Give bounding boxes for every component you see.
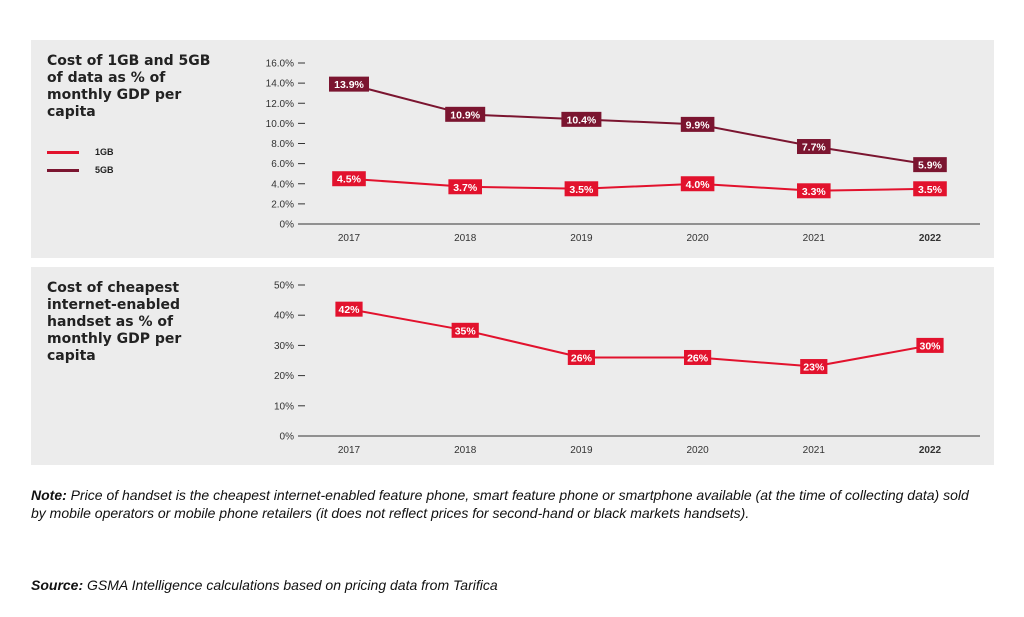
data-cost-legend: 1GB 5GB (47, 143, 114, 179)
handset-cost-x-tick-label: 2020 (686, 445, 709, 456)
data-cost-data-point-marker (797, 183, 831, 199)
data-cost-data-point-marker (448, 179, 482, 195)
handset-cost-data-label: 26% (687, 352, 709, 364)
handset-cost-x-tick-label: 2017 (338, 445, 361, 456)
handset-cost-data-point-marker (567, 349, 595, 365)
handset-cost-x-tick-label: 2021 (803, 445, 826, 456)
handset-cost-data-label: 42% (338, 304, 360, 316)
data-cost-data-label: 3.5% (569, 184, 594, 196)
footnote: Note: Price of handset is the cheapest i… (31, 486, 981, 522)
source-text: GSMA Intelligence calculations based on … (83, 577, 498, 593)
data-cost-data-label: 3.5% (918, 184, 943, 196)
data-cost-data-point-marker (913, 157, 947, 173)
data-cost-series-line-5GB (348, 83, 931, 166)
handset-cost-y-tick-label: 40% (274, 311, 294, 322)
data-cost-data-label: 3.7% (453, 182, 478, 194)
data-cost-x-tick-label: 2022 (919, 233, 942, 244)
data-cost-chart-title: Cost of 1GB and 5GB of data as % of mont… (47, 53, 211, 120)
data-cost-data-label: 9.9% (686, 119, 711, 131)
note-text: Price of handset is the cheapest interne… (31, 487, 969, 521)
handset-cost-y-tick-label: 20% (274, 371, 294, 382)
handset-cost-data-label: 23% (803, 362, 825, 374)
data-cost-y-tick-label: 10.0% (266, 119, 294, 130)
handset-cost-data-label: 30% (919, 340, 941, 352)
data-cost-data-point-marker (913, 181, 947, 197)
data-cost-x-tick-label: 2020 (686, 233, 709, 244)
handset-cost-data-label: 35% (455, 325, 477, 337)
data-cost-data-point-marker (561, 111, 602, 127)
data-cost-data-label: 10.4% (567, 114, 597, 126)
data-cost-data-point-marker (445, 106, 486, 122)
legend-label-1gb: 1GB (95, 147, 114, 157)
data-cost-data-label: 4.0% (686, 179, 711, 191)
handset-cost-y-tick-label: 10% (274, 401, 294, 412)
data-cost-y-tick-label: 0% (280, 220, 295, 231)
handset-cost-y-tick-label: 0% (280, 432, 295, 443)
data-cost-x-tick-label: 2019 (570, 233, 593, 244)
data-cost-x-tick-label: 2018 (454, 233, 477, 244)
handset-cost-data-point-marker (684, 349, 712, 365)
data-cost-line-chart: 16.0% 14.0% 12.0% 10.0% 8.0% 6.0% 4.0% 2.0% 0% 20… (266, 59, 980, 244)
legend-item-1gb: 1GB (47, 143, 114, 161)
legend-swatch-1gb (47, 150, 79, 154)
data-cost-y-tick-label: 4.0% (271, 179, 294, 190)
data-cost-data-point-marker (680, 176, 715, 192)
data-cost-y-tick-label: 6.0% (271, 159, 294, 170)
data-cost-data-point-marker (329, 76, 369, 92)
data-cost-data-label: 3.3% (802, 186, 827, 198)
handset-cost-series-line-0 (348, 308, 931, 368)
handset-cost-data-point-marker (800, 359, 828, 375)
data-cost-x-tick-label: 2021 (803, 233, 826, 244)
data-cost-data-label: 10.9% (450, 109, 480, 121)
handset-cost-data-label: 26% (571, 352, 593, 364)
handset-cost-data-point-marker (335, 301, 363, 317)
handset-cost-line-chart: 50% 40% 30% 20% 10% 0% 2017 2018 2019 2020 2021 202… (274, 281, 980, 456)
note-label: Note: (31, 487, 67, 503)
handset-cost-chart-panel: Cost of cheapest internet-enabled handse… (31, 267, 994, 465)
source-label: Source: (31, 577, 84, 593)
data-cost-x-tick-label: 2017 (338, 233, 361, 244)
data-cost-chart-panel: Cost of 1GB and 5GB of data as % of mont… (31, 40, 994, 258)
data-cost-y-tick-label: 16.0% (266, 59, 294, 70)
data-cost-data-label: 7.7% (802, 142, 827, 154)
handset-cost-data-point-marker (451, 322, 479, 338)
data-cost-data-label: 13.9% (334, 79, 364, 91)
handset-cost-data-point-marker (916, 337, 944, 353)
legend-swatch-5gb (47, 168, 79, 172)
handset-cost-y-tick-label: 30% (274, 341, 294, 352)
source-line: Source: GSMA Intelligence calculations b… (31, 576, 498, 594)
data-cost-y-tick-label: 2.0% (271, 199, 294, 210)
handset-cost-y-tick-label: 50% (274, 281, 294, 292)
data-cost-data-point-marker (332, 171, 366, 187)
handset-cost-x-tick-label: 2018 (454, 445, 477, 456)
data-cost-series-line-1GB (348, 177, 931, 192)
data-cost-data-point-marker (680, 116, 715, 132)
data-cost-data-label: 4.5% (337, 174, 362, 186)
data-cost-y-tick-label: 14.0% (266, 79, 294, 90)
data-cost-data-point-marker (564, 181, 599, 197)
data-cost-y-tick-label: 8.0% (271, 139, 294, 150)
handset-cost-x-tick-label: 2022 (919, 445, 942, 456)
data-cost-data-point-marker (797, 139, 831, 155)
legend-label-5gb: 5GB (95, 165, 114, 175)
handset-cost-x-tick-label: 2019 (570, 445, 593, 456)
data-cost-y-tick-label: 12.0% (266, 99, 294, 110)
data-cost-data-label: 5.9% (918, 160, 943, 172)
handset-cost-chart-title: Cost of cheapest internet-enabled handse… (47, 280, 182, 364)
legend-item-5gb: 5GB (47, 161, 114, 179)
